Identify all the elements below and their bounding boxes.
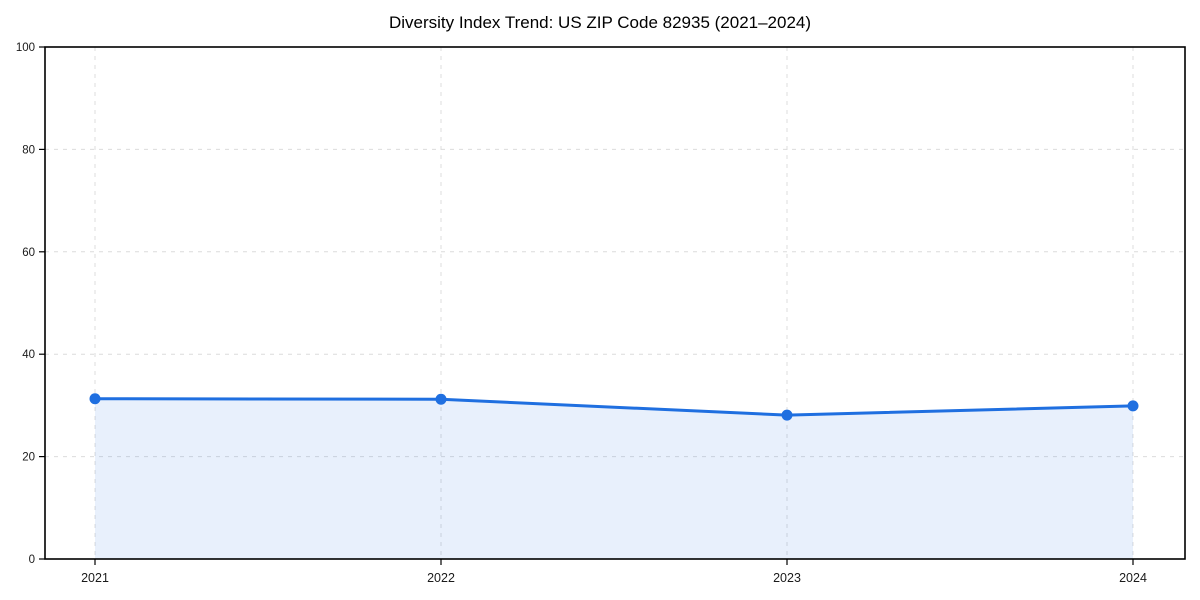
x-tick-label: 2022 — [427, 571, 455, 585]
data-point — [89, 393, 101, 405]
x-tick-label: 2023 — [773, 571, 801, 585]
data-point — [1127, 400, 1139, 412]
chart-title: Diversity Index Trend: US ZIP Code 82935… — [388, 13, 812, 32]
x-tick-label: 2021 — [81, 571, 109, 585]
area-fill — [95, 398, 1133, 559]
data-point — [435, 393, 447, 405]
y-tick-label: 60 — [22, 247, 35, 259]
y-tick-label: 40 — [22, 349, 35, 361]
y-tick-label: 0 — [29, 554, 35, 566]
y-tick-label: 20 — [22, 452, 35, 464]
data-point — [781, 409, 793, 421]
plot-frame — [44, 46, 1186, 560]
y-tick-label: 100 — [16, 42, 35, 54]
trend-line — [93, 397, 1135, 417]
x-tick-label: 2024 — [1119, 571, 1147, 585]
y-tick-label: 80 — [22, 144, 35, 156]
